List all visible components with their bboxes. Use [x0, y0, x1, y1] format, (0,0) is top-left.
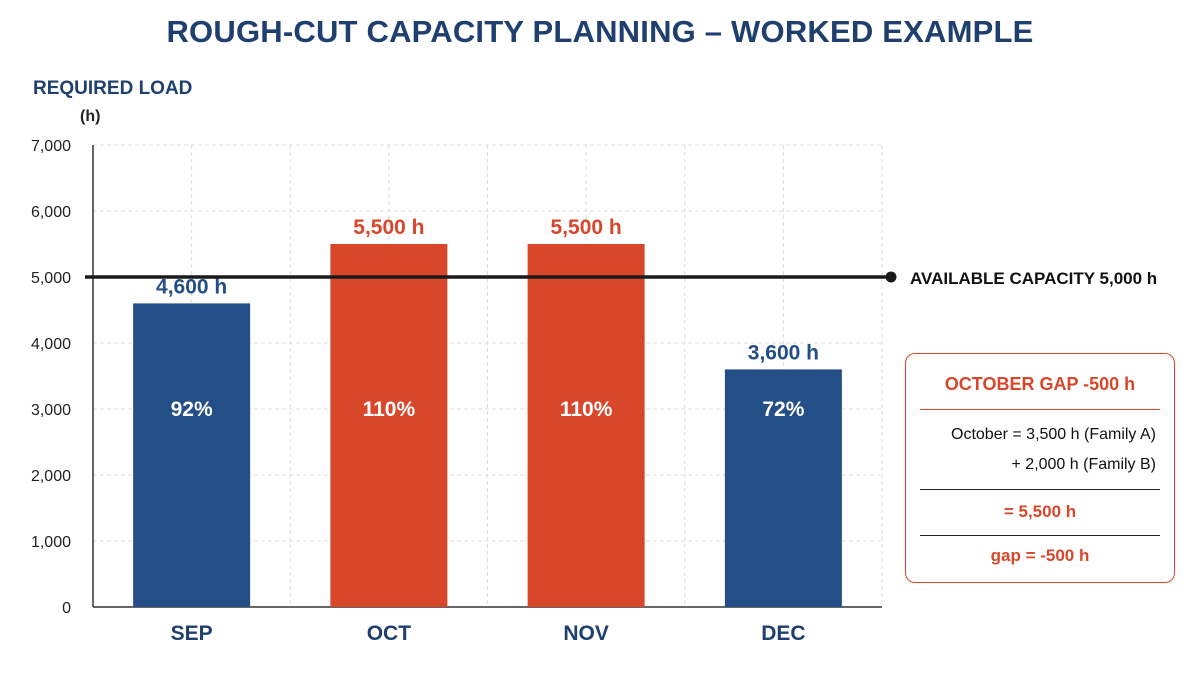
y-axis-title: REQUIRED LOAD	[33, 78, 193, 99]
callout-gap: gap = -500 h	[990, 546, 1090, 565]
callout-divider	[920, 489, 1160, 490]
y-tick-label: 7,000	[31, 138, 71, 155]
x-tick-label: SEP	[171, 622, 213, 645]
capacity-line-label: AVAILABLE CAPACITY 5,000 h	[910, 269, 1157, 288]
bar-utilization-label: 110%	[363, 398, 416, 421]
bar-nov	[527, 244, 645, 607]
bar-utilization-label: 92%	[171, 398, 213, 421]
callout-line-family-b: + 2,000 h (Family B)	[1011, 456, 1157, 473]
y-tick-label: 2,000	[31, 468, 71, 485]
y-tick-label: 5,000	[31, 270, 71, 287]
callout-divider	[920, 409, 1160, 410]
bar-dec	[724, 369, 842, 607]
y-tick-label: 4,000	[31, 336, 71, 353]
callout-result: = 5,500 h	[1003, 502, 1077, 521]
x-tick-label: OCT	[367, 622, 412, 645]
bar-value-label: 4,600 h	[156, 275, 227, 298]
y-tick-label: 0	[62, 600, 71, 617]
y-tick-label: 3,000	[31, 402, 71, 419]
callout-divider	[920, 535, 1160, 536]
bar-utilization-label: 72%	[762, 398, 804, 421]
bar-utilization-label: 110%	[560, 398, 613, 421]
callout-title: OCTOBER GAP -500 h	[944, 374, 1136, 394]
callout-line-family-a: October = 3,500 h (Family A)	[951, 426, 1156, 443]
bar-value-label: 5,500 h	[353, 216, 424, 239]
bar-value-label: 5,500 h	[551, 216, 622, 239]
capacity-line-marker	[885, 271, 897, 283]
y-tick-label: 6,000	[31, 204, 71, 221]
bar-value-label: 3,600 h	[748, 341, 819, 364]
chart-title: ROUGH-CUT CAPACITY PLANNING – WORKED EXA…	[166, 14, 1034, 49]
x-tick-label: NOV	[563, 622, 609, 645]
bar-oct	[330, 244, 448, 607]
y-axis-unit: (h)	[80, 108, 101, 125]
bar-sep	[133, 303, 251, 607]
october-gap-callout: OCTOBER GAP -500 h October = 3,500 h (Fa…	[905, 353, 1175, 583]
x-tick-label: DEC	[761, 622, 805, 645]
y-tick-label: 1,000	[31, 534, 71, 551]
